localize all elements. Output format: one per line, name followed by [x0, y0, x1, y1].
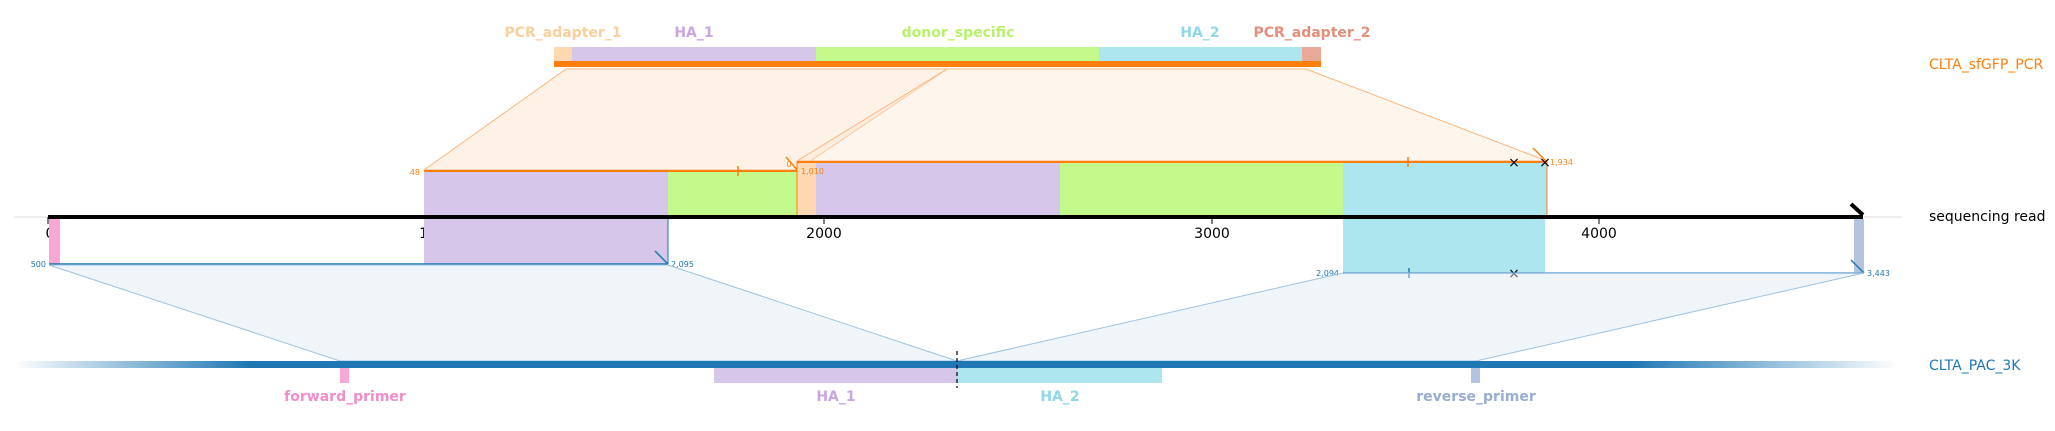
- bottom-construct: forward_primer HA_1 HA_2 reverse_primer …: [14, 351, 2021, 405]
- top-feature-pcr-adapter-1-label: PCR_adapter_1: [504, 25, 621, 41]
- alignment-b-start-label: 1,010: [801, 167, 824, 176]
- top-feature-pcr-adapter-2-bar: [1302, 47, 1321, 63]
- bottom-feature-ha-1-bar: [714, 368, 957, 383]
- bottom-alignment-a-start-label: 500: [31, 260, 46, 269]
- top-construct-name: CLTA_sfGFP_PCR: [1929, 57, 2043, 73]
- aligned-reverse-primer-block: [1854, 219, 1864, 273]
- top-feature-ha-1-label: HA_1: [674, 25, 713, 41]
- bottom-backbone-fade-left: [14, 361, 250, 368]
- bottom-connection-a: [48, 264, 958, 362]
- alignment-a-end-label: 0: [786, 160, 791, 169]
- top-feature-donor-specific-bar: [816, 47, 1099, 63]
- top-feature-ha-2-bar: [1099, 47, 1302, 63]
- top-feature-ha-2-label: HA_2: [1180, 25, 1219, 41]
- bottom-feature-forward-primer-label: forward_primer: [284, 389, 406, 405]
- bottom-connection-b: [956, 272, 1865, 362]
- top-feature-pcr-adapter-2-label: PCR_adapter_2: [1253, 25, 1370, 41]
- bottom-feature-reverse-primer-bar: [1471, 368, 1480, 383]
- top-feature-ha-1-bar: [572, 47, 816, 63]
- top-construct: PCR_adapter_1 HA_1 donor_specific HA_2 P…: [504, 25, 2043, 73]
- mismatch-cross-icon: ×: [1539, 155, 1551, 171]
- axis-tick-label: 3000: [1194, 226, 1230, 242]
- aligned-ha-1-block-a: [424, 171, 668, 217]
- top-connections: [422, 68, 1548, 171]
- top-construct-backbone: [554, 61, 1321, 67]
- axis-tick-label: 4000: [1581, 226, 1617, 242]
- bottom-connections: [48, 264, 1865, 362]
- bottom-alignment-a-end-hook: [654, 250, 669, 265]
- aligned-ha-1-block-b: [816, 162, 1060, 217]
- aligned-forward-primer-block: [49, 219, 60, 265]
- bottom-alignment-a: 500 2,095: [31, 219, 694, 269]
- alignment-a-start-label: 48: [410, 168, 420, 177]
- read-name: sequencing read: [1929, 209, 2045, 225]
- bottom-backbone-fade-right: [1630, 361, 1898, 368]
- axis-tick-label: 2000: [806, 226, 842, 242]
- bottom-feature-ha-1-label: HA_1: [816, 389, 855, 405]
- mismatch-cross-icon: ×: [1508, 266, 1520, 282]
- bottom-feature-forward-primer-bar: [340, 368, 349, 383]
- alignment-a-end-hook: [785, 156, 799, 172]
- aligned-ha-2-block-b: [1343, 162, 1547, 217]
- top-alignment-b: × × 1,010 1,934: [796, 147, 1573, 217]
- alignment-b-end-label: 1,934: [1550, 158, 1573, 167]
- top-alignment-a: 48 0: [410, 156, 799, 217]
- read-arrow-head: [1849, 202, 1865, 217]
- aligned-ha-2-block-bottom: [1343, 219, 1545, 273]
- top-feature-pcr-adapter-1-bar: [554, 47, 572, 63]
- aligned-pcr-adapter-1-block-b: [797, 162, 816, 217]
- bottom-alignment-b-start-label: 2,094: [1316, 269, 1339, 278]
- bottom-feature-reverse-primer-label: reverse_primer: [1416, 389, 1536, 405]
- aligned-donor-block-b: [1060, 162, 1343, 217]
- aligned-donor-block-a: [668, 171, 798, 217]
- alignment-b-end-hook: [1532, 147, 1548, 163]
- bottom-alignment-b-end-label: 3,443: [1867, 269, 1890, 278]
- bottom-construct-name: CLTA_PAC_3K: [1929, 358, 2021, 374]
- aligned-ha-1-block-bottom: [424, 219, 668, 265]
- bottom-alignment-a-end-label: 2,095: [671, 260, 694, 269]
- bottom-alignment-b-end-hook: [1850, 259, 1865, 274]
- top-feature-donor-specific-label: donor_specific: [902, 25, 1015, 41]
- bottom-feature-ha-2-bar: [957, 368, 1162, 383]
- bottom-feature-ha-2-label: HA_2: [1040, 389, 1079, 405]
- bottom-backbone: [250, 361, 1630, 368]
- mismatch-cross-icon: ×: [1508, 155, 1520, 171]
